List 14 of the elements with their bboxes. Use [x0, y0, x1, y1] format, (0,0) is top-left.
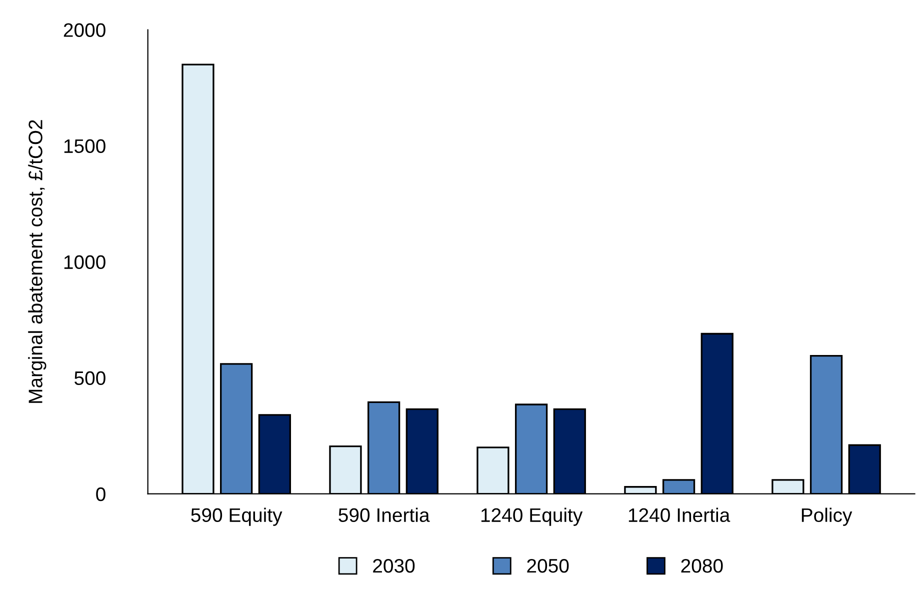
x-tick-label: 1240 Equity [481, 508, 583, 526]
y-axis-title: Marginal abatement cost, £/tCO2 [28, 120, 46, 403]
x-tick-label: 590 Equity [191, 508, 282, 526]
legend-label: 2050 [527, 558, 569, 573]
y-tick-label: 1000 [64, 255, 106, 270]
legend-label: 2080 [681, 558, 723, 573]
y-tick-label: 1500 [64, 139, 106, 154]
x-tick-label: 1240 Inertia [628, 508, 730, 522]
legend-label: 2030 [373, 558, 415, 573]
y-tick-label: 500 [74, 371, 106, 386]
y-tick-label: 2000 [64, 23, 106, 37]
x-tick-label: 590 Inertia [338, 508, 430, 522]
y-tick-label: 0 [96, 487, 106, 502]
x-tick-label: Policy [802, 508, 852, 526]
